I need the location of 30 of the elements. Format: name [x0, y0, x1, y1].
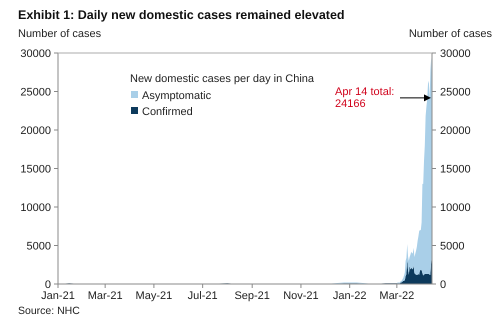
legend-title: New domestic cases per day in China — [130, 73, 315, 85]
y-tick-label: 20000 — [20, 125, 51, 137]
y2-tick-label: 5000 — [440, 240, 464, 252]
y-axis-title: Number of cases — [18, 28, 102, 40]
y2-tick-label: 20000 — [440, 125, 471, 137]
x-tick-label: Sep-21 — [234, 290, 270, 302]
source-note: Source: NHC — [18, 305, 80, 317]
y-tick-label: 15000 — [20, 164, 51, 176]
chart-title: Exhibit 1: Daily new domestic cases remained elevated — [18, 8, 345, 22]
y-tick-label: 25000 — [20, 86, 51, 98]
y-tick-label: 10000 — [20, 202, 51, 214]
legend-label: Asymptomatic — [142, 90, 212, 102]
y2-tick-label: 30000 — [440, 48, 471, 60]
x-tick-label: Jul-21 — [188, 290, 218, 302]
y-tick-label: 5000 — [26, 240, 51, 252]
x-tick-label: Jan-21 — [41, 290, 75, 302]
y2-tick-label: 10000 — [440, 202, 471, 214]
x-tick-label: Mar-21 — [88, 290, 123, 302]
y2-tick-label: 15000 — [440, 164, 471, 176]
legend-label: Confirmed — [142, 106, 193, 118]
y2-tick-label: 25000 — [440, 86, 471, 98]
y2-axis-title: Number of cases — [408, 28, 492, 40]
y2-tick-label: 0 — [440, 279, 446, 291]
y-tick-label: 30000 — [20, 48, 51, 60]
x-tick-label: May-21 — [136, 290, 172, 302]
x-tick-label: Nov-21 — [283, 290, 319, 302]
x-tick-label: Mar-22 — [379, 290, 414, 302]
y-tick-label: 0 — [44, 279, 51, 291]
x-tick-label: Jan-22 — [332, 290, 367, 302]
annotation: Apr 14 total: 24166 — [335, 86, 394, 110]
